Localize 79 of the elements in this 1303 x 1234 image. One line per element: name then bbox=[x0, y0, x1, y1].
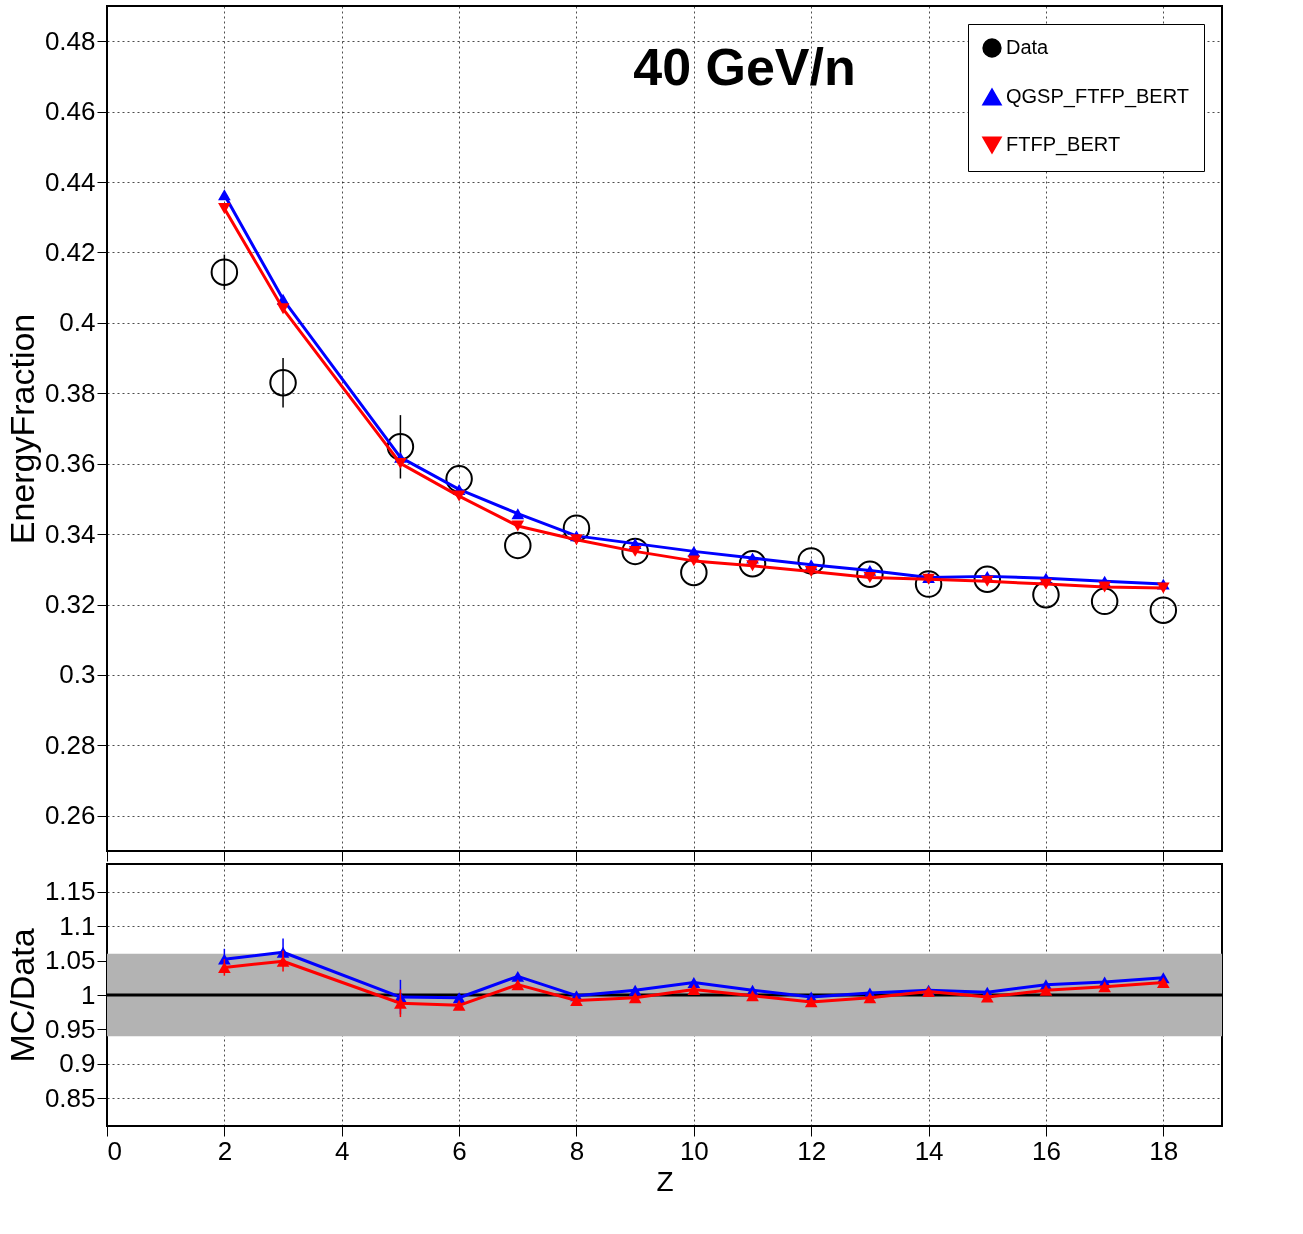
x-tick-label: 2 bbox=[217, 1135, 233, 1166]
text: 40 GeV/n bbox=[633, 38, 856, 96]
point bbox=[511, 979, 525, 991]
legend-label: Data bbox=[1006, 36, 1050, 58]
y-tick-label: 0.34 bbox=[44, 518, 96, 549]
point bbox=[746, 990, 759, 1002]
point bbox=[804, 996, 818, 1008]
x-tick-label: 12 bbox=[797, 1135, 827, 1166]
point bbox=[914, 570, 943, 598]
point bbox=[445, 465, 473, 493]
point bbox=[276, 955, 290, 967]
legend-label: QGSP_FTFP_BERT bbox=[1006, 85, 1190, 108]
x-tick-label: 10 bbox=[679, 1135, 709, 1166]
x-tick-label: 14 bbox=[914, 1135, 944, 1166]
y-axis-title: MC/Data bbox=[2, 928, 41, 1063]
point bbox=[797, 547, 825, 575]
y-tick-label: 0.42 bbox=[44, 236, 96, 267]
y-tick-label: 1 bbox=[81, 979, 96, 1010]
y-tick-label: 0.95 bbox=[44, 1013, 96, 1044]
x-tick-label: 4 bbox=[335, 1135, 350, 1166]
y-tick-label: 1.05 bbox=[44, 945, 96, 976]
y-tick-label: 0.46 bbox=[44, 96, 96, 127]
point bbox=[1090, 587, 1119, 616]
point bbox=[1039, 578, 1053, 590]
x-tick-label: 6 bbox=[452, 1135, 467, 1166]
point bbox=[218, 189, 231, 201]
point bbox=[386, 433, 415, 461]
y-tick-label: 0.36 bbox=[44, 448, 96, 479]
point bbox=[511, 970, 525, 982]
x-axis-title: Z bbox=[656, 1165, 674, 1197]
point bbox=[687, 984, 701, 995]
point bbox=[738, 549, 767, 578]
y-tick-label: 1.15 bbox=[44, 876, 96, 907]
point bbox=[511, 520, 525, 532]
x-tick-label: 18 bbox=[1149, 1135, 1179, 1166]
point bbox=[210, 258, 239, 286]
point bbox=[687, 555, 701, 567]
y-tick-label: 0.3 bbox=[59, 659, 96, 690]
point bbox=[856, 560, 884, 588]
point bbox=[1156, 582, 1170, 594]
point bbox=[452, 999, 466, 1011]
point bbox=[269, 369, 297, 397]
y-tick-label: 0.26 bbox=[44, 800, 96, 831]
point bbox=[863, 992, 877, 1004]
point bbox=[218, 202, 231, 214]
point bbox=[394, 457, 407, 469]
point bbox=[562, 514, 591, 542]
y-tick-label: 1.1 bbox=[59, 910, 96, 941]
y-tick-label: 0.9 bbox=[59, 1048, 96, 1079]
point bbox=[570, 995, 583, 1006]
point bbox=[504, 531, 532, 560]
point bbox=[1039, 984, 1053, 996]
point bbox=[276, 303, 290, 315]
point bbox=[394, 997, 407, 1009]
point bbox=[452, 490, 466, 502]
y-tick-label: 0.48 bbox=[44, 25, 96, 56]
y-tick-label: 0.4 bbox=[59, 307, 96, 338]
point bbox=[511, 508, 525, 520]
y-tick-label: 0.38 bbox=[44, 377, 96, 408]
point bbox=[621, 537, 649, 566]
y-tick-label: 0.44 bbox=[44, 166, 96, 197]
point bbox=[980, 991, 994, 1003]
point bbox=[973, 565, 1002, 593]
y-axis-title: EnergyFraction bbox=[2, 313, 41, 545]
point bbox=[1098, 581, 1111, 593]
x-tick-label: 16 bbox=[1031, 1135, 1061, 1166]
y-tick-label: 0.32 bbox=[44, 589, 96, 620]
point bbox=[1149, 596, 1178, 624]
x-tick-label: 8 bbox=[569, 1135, 585, 1166]
y-tick-label: 0.85 bbox=[44, 1082, 96, 1113]
point bbox=[570, 534, 583, 546]
legend-label: FTFP_BERT bbox=[1006, 133, 1121, 156]
x-tick-label: 0 bbox=[107, 1135, 122, 1166]
point bbox=[1098, 981, 1111, 993]
point bbox=[680, 558, 708, 587]
point bbox=[804, 565, 818, 577]
point bbox=[628, 992, 642, 1004]
y-tick-label: 0.28 bbox=[44, 729, 96, 760]
point bbox=[1156, 977, 1170, 989]
